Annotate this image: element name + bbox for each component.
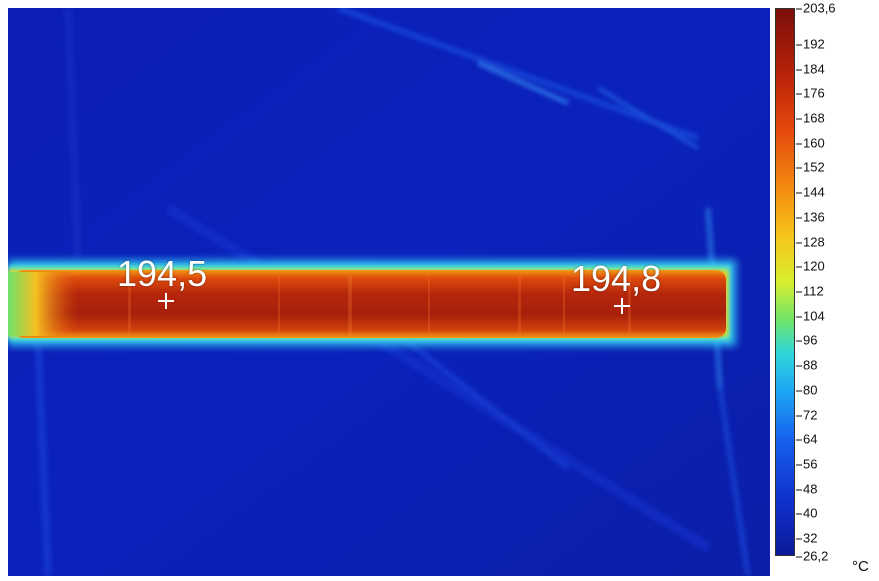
scale-unit: °C <box>852 558 869 575</box>
scale-ticks: 203,6 192 184 176 168 160 152 144 136 128 120 112 10… <box>796 2 866 563</box>
scale-tick-label: 152 <box>796 161 825 174</box>
scale-tick-label: 80 <box>796 383 817 396</box>
scale-tick-label: 72 <box>796 408 817 421</box>
temperature-color-scale <box>775 8 795 556</box>
scale-tick-label: 144 <box>796 186 825 199</box>
scale-tick-label: 40 <box>796 507 817 520</box>
scale-tick-label: 64 <box>796 433 817 446</box>
scale-tick-label: 32 <box>796 532 817 545</box>
scale-tick-label: 136 <box>796 210 825 223</box>
scale-tick-label: 184 <box>796 62 825 75</box>
scale-tick-label: 168 <box>796 111 825 124</box>
scale-tick-label: 48 <box>796 482 817 495</box>
spot-crosshair-2 <box>614 298 630 314</box>
scale-tick-label: 160 <box>796 136 825 149</box>
scale-tick-label: 56 <box>796 457 817 470</box>
scale-tick-label: 104 <box>796 309 825 322</box>
scale-tick-label: 203,6 <box>796 2 836 15</box>
spot-temperature-2: 194,8 <box>571 258 662 299</box>
spot-temperature-1: 194,5 <box>117 253 208 294</box>
scale-tick-label: 112 <box>796 284 824 297</box>
scale-tick-label: 128 <box>796 235 825 248</box>
scale-tick-label: 88 <box>796 359 817 372</box>
hot-strip <box>14 270 726 338</box>
thermal-image: 194,5 194,8 <box>8 8 770 576</box>
thermal-scene <box>8 8 770 576</box>
spot-crosshair-1 <box>158 293 174 309</box>
scale-tick-label: 26,2 <box>796 550 828 563</box>
scale-tick-label: 176 <box>796 87 825 100</box>
scale-tick-label: 192 <box>796 37 825 50</box>
scale-tick-label: 120 <box>796 260 825 273</box>
scale-tick-label: 96 <box>796 334 817 347</box>
